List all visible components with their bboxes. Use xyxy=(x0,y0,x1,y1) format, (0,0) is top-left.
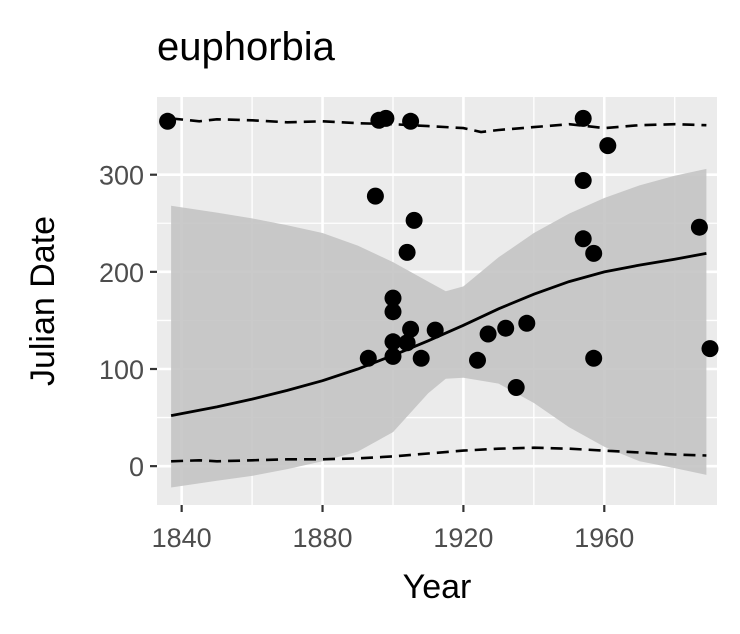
data-point xyxy=(398,334,416,352)
data-point xyxy=(585,349,603,367)
data-point xyxy=(507,379,525,396)
x-tick-label: 1960 xyxy=(574,523,634,553)
fit-line-layer xyxy=(170,252,707,417)
x-tick-label: 1920 xyxy=(433,523,493,553)
upper-quantile-line xyxy=(170,117,707,134)
data-point xyxy=(497,319,515,337)
y-axis-title: Julian Date xyxy=(24,216,62,386)
x-tick-label: 1880 xyxy=(292,523,352,553)
data-point xyxy=(574,172,592,189)
data-point xyxy=(599,137,617,155)
data-point xyxy=(384,289,402,307)
data-point xyxy=(574,230,592,248)
data-point xyxy=(469,351,486,369)
data-point xyxy=(402,320,420,338)
data-point xyxy=(585,244,603,262)
data-point xyxy=(384,347,402,365)
y-tick-label: 0 xyxy=(129,452,144,482)
y-tick-label: 100 xyxy=(99,355,144,385)
data-point xyxy=(377,109,395,127)
lower-quantile-line xyxy=(171,446,707,463)
data-point xyxy=(359,349,377,367)
points-layer xyxy=(159,109,719,396)
data-point xyxy=(159,112,177,130)
data-point xyxy=(366,187,384,205)
data-point xyxy=(384,303,402,321)
data-point xyxy=(479,325,497,343)
data-point xyxy=(402,112,420,130)
y-axis-ticks: 0 100 200 300 xyxy=(99,161,157,482)
data-point xyxy=(574,109,592,127)
x-axis-ticks: 1840 1880 1920 1960 xyxy=(152,505,634,553)
chart-title: euphorbia xyxy=(157,25,336,69)
y-tick-label: 300 xyxy=(99,161,144,191)
y-tick-label: 200 xyxy=(99,258,144,288)
data-point xyxy=(412,349,430,367)
data-point xyxy=(398,243,416,261)
data-point xyxy=(384,333,402,351)
data-point xyxy=(426,321,444,339)
fit-line xyxy=(170,252,707,417)
data-point xyxy=(518,314,536,332)
x-axis-title: Year xyxy=(403,568,472,606)
data-point xyxy=(701,340,719,358)
x-tick-label: 1840 xyxy=(152,523,212,553)
data-point xyxy=(690,218,708,236)
quantile-lines-layer xyxy=(170,117,707,463)
data-point xyxy=(405,211,423,229)
